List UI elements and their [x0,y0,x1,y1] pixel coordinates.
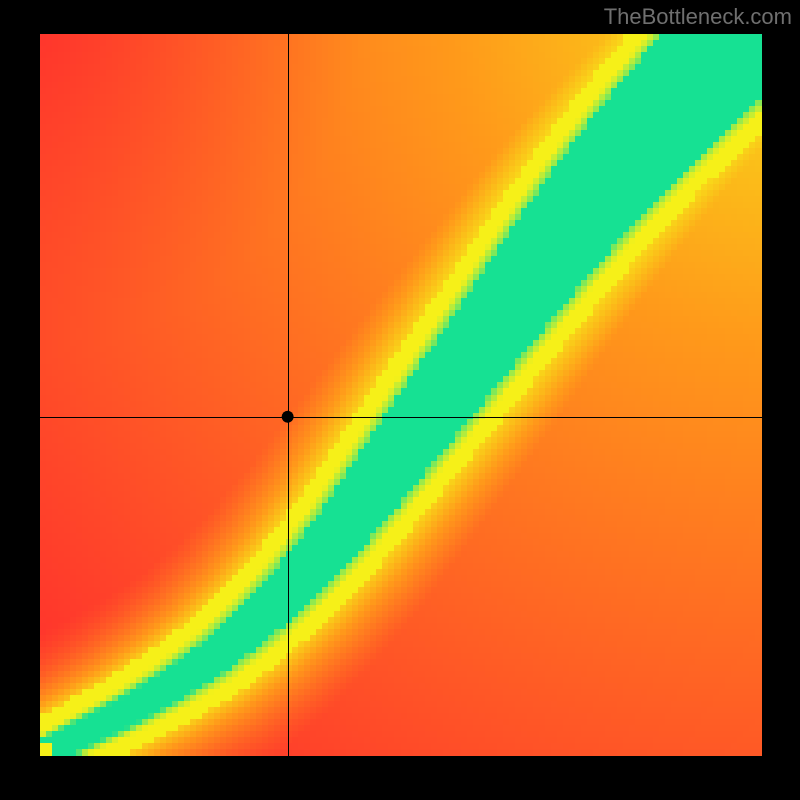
watermark-text: TheBottleneck.com [604,0,800,30]
heatmap-canvas [40,34,762,756]
root: TheBottleneck.com [0,0,800,800]
heatmap-plot [40,34,762,756]
